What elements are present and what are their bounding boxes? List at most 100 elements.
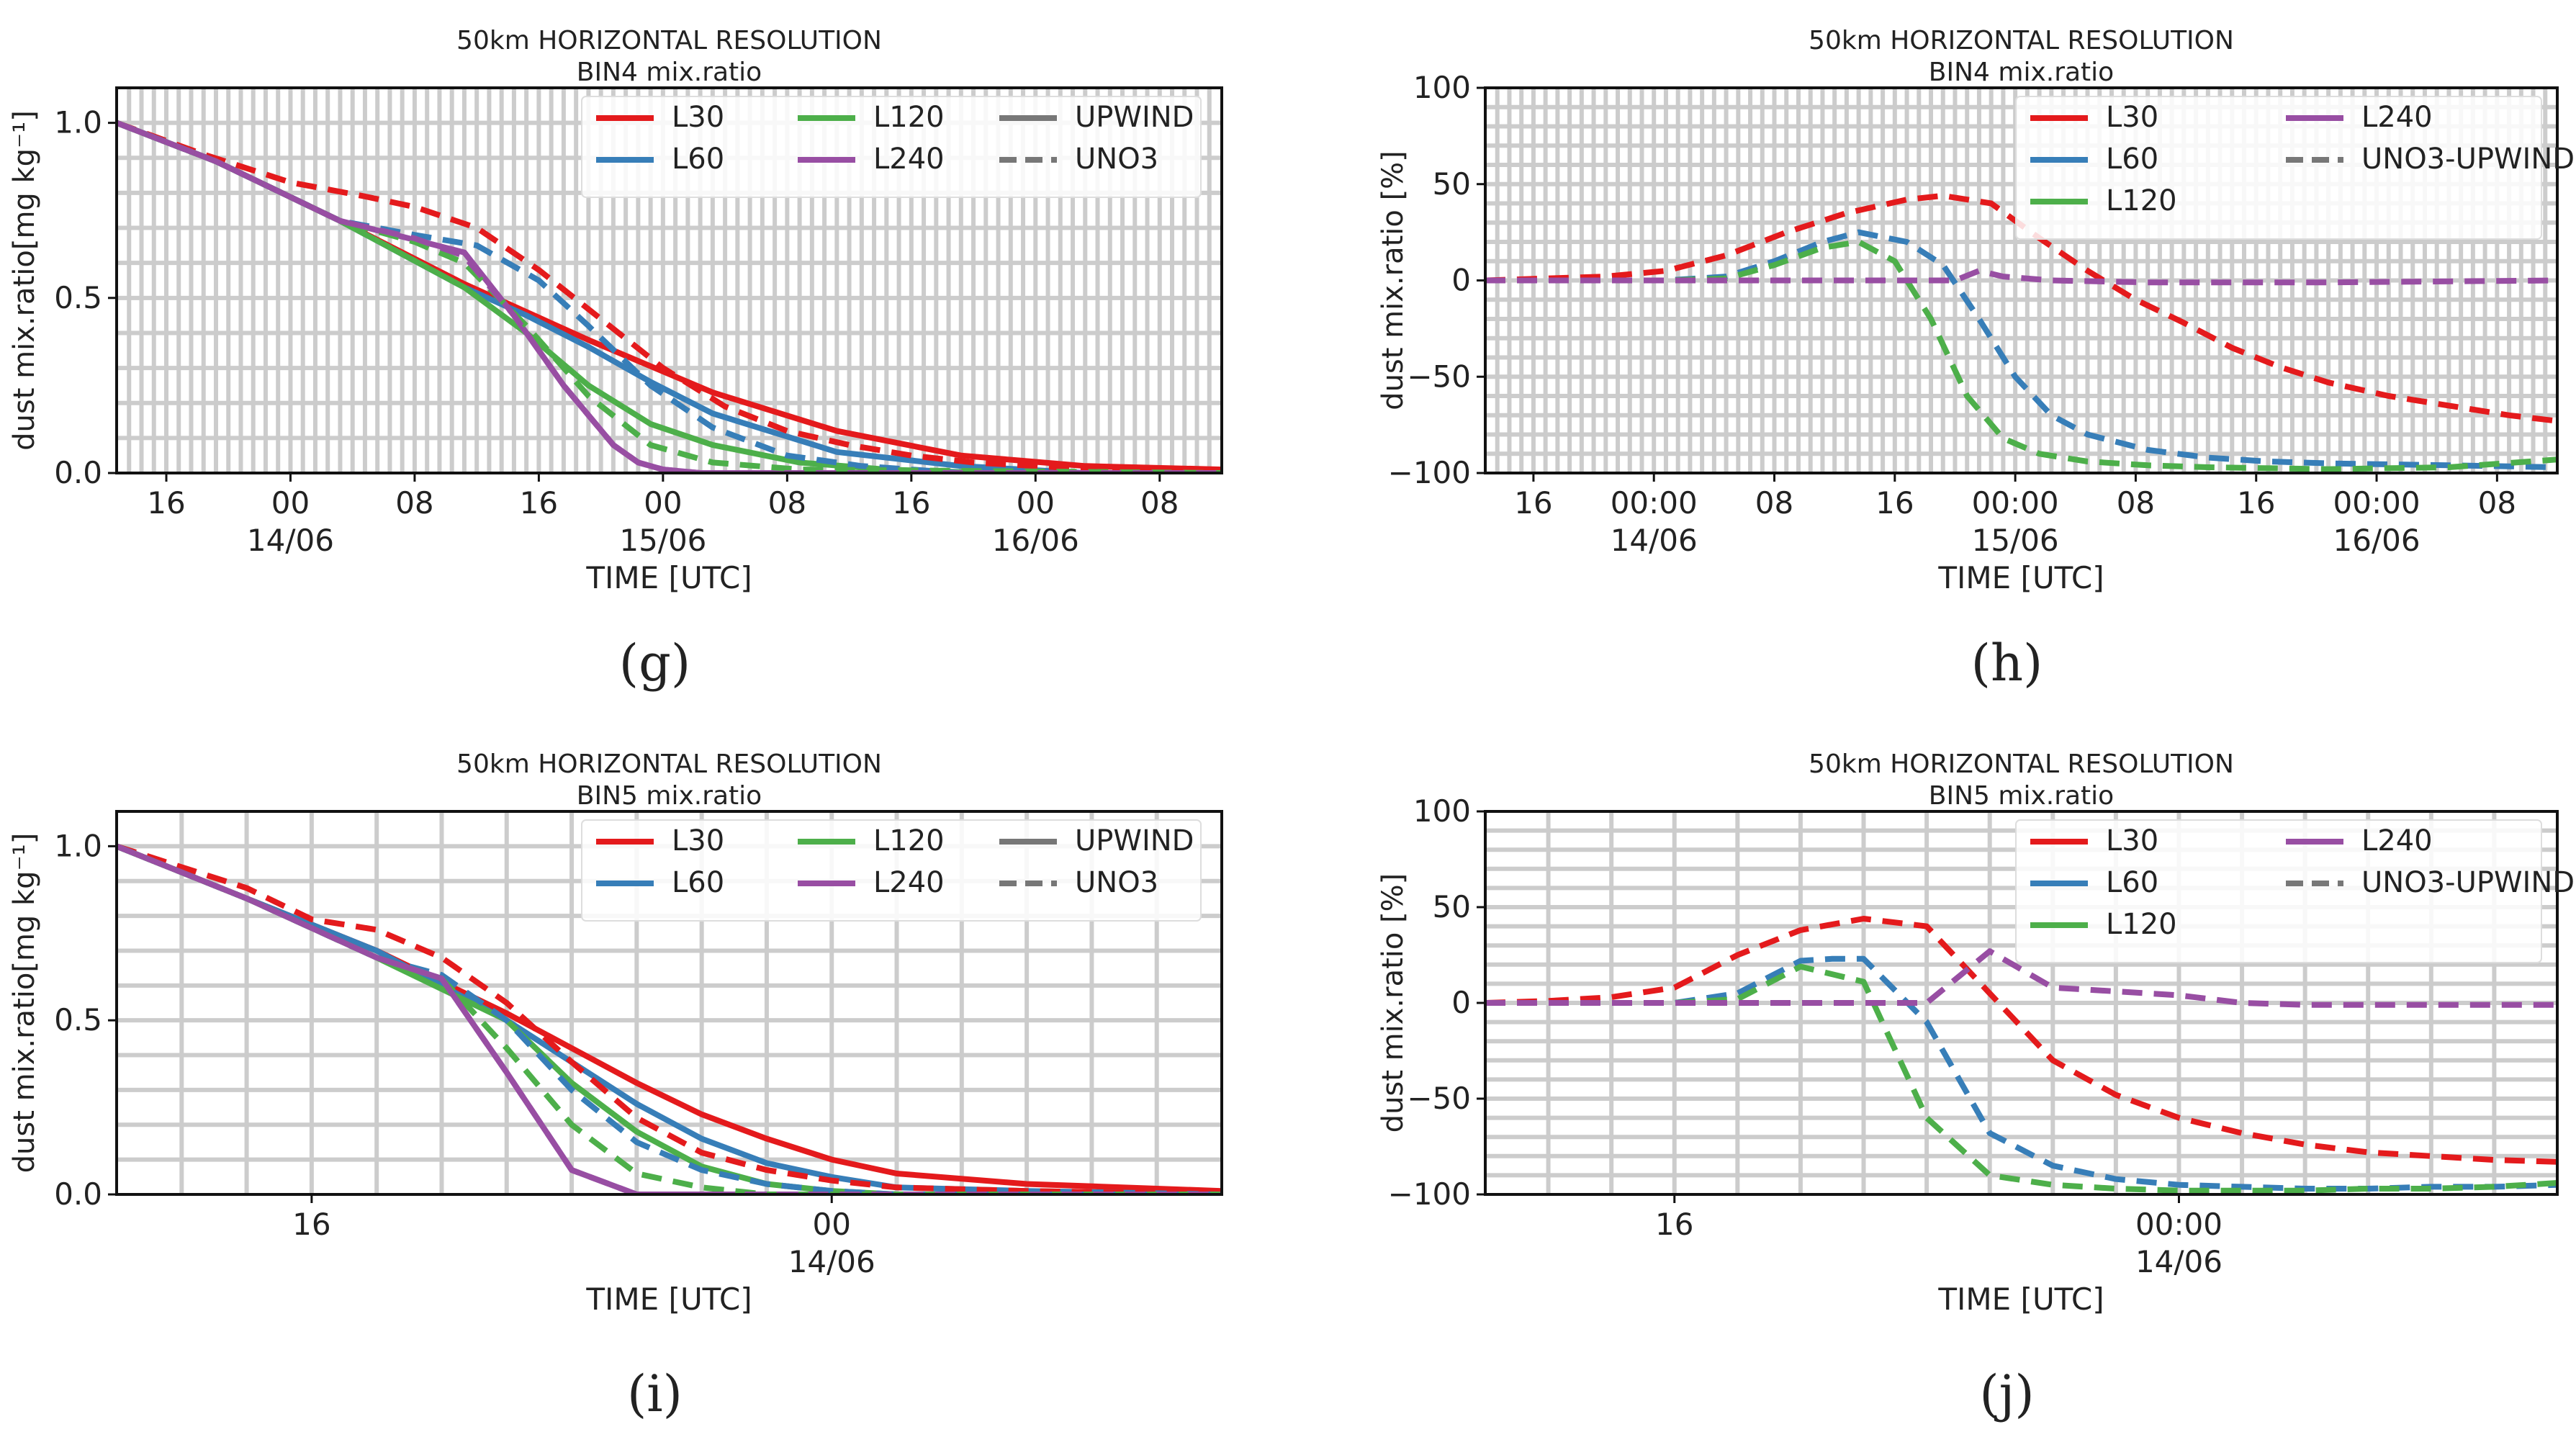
chart-subtitle: BIN5 mix.ratio: [577, 781, 762, 811]
legend-label: UNO3-UPWIND: [2361, 866, 2575, 899]
y-tick-label: −100: [1388, 455, 1471, 490]
series-group: [117, 120, 1222, 473]
legend-label: UNO3: [1075, 143, 1158, 176]
legend-label: L30: [2106, 101, 2158, 134]
x-tick-label: 08: [2117, 485, 2155, 521]
legend-label: UPWIND: [1075, 101, 1194, 134]
x-tick-date-label: 14/06: [788, 1244, 875, 1279]
plot-frame: [115, 86, 1223, 474]
chart-title: 50km HORIZONTAL RESOLUTION: [1809, 749, 2234, 779]
x-tick-label: 00:00: [2135, 1207, 2223, 1242]
x-tick-label: 08: [395, 485, 433, 521]
x-tick-label: 16: [1655, 1207, 1693, 1242]
series-line-l120-uno3-upwind: [1485, 963, 2557, 1194]
legend: L30 L60 L120 L240 UPWIND UNO3: [581, 96, 1202, 198]
y-tick-label: 1.0: [54, 105, 102, 140]
chart-title: 50km HORIZONTAL RESOLUTION: [1809, 26, 2234, 55]
legend: L30 L60 L120 L240 UNO3-UPWIND: [2015, 96, 2575, 240]
y-axis-label: dust mix.ratio [%]: [1377, 150, 1410, 410]
legend-box: [581, 819, 1202, 922]
y-tick-label: 1.0: [54, 828, 102, 863]
x-axis-label: TIME [UTC]: [1937, 560, 2104, 595]
x-tick-date-label: 16/06: [2333, 523, 2420, 558]
panel-letter: (h): [1971, 634, 2043, 693]
legend-label: L30: [2106, 824, 2158, 857]
series-group: [1485, 916, 2557, 1194]
x-tick-date-label: 14/06: [2135, 1244, 2223, 1279]
series-line-l60-uno3-upwind: [1485, 955, 2557, 1192]
series-line-l30-uno3: [117, 843, 1222, 1194]
x-axis-label: TIME [UTC]: [585, 560, 752, 595]
legend-box: [2015, 96, 2542, 240]
legend-label: UNO3: [1075, 866, 1158, 899]
legend: L30 L60 L120 L240 UPWIND UNO3: [581, 819, 1202, 922]
y-tick-label: 100: [1413, 793, 1471, 829]
y-tick-label: 0.5: [54, 1002, 102, 1037]
x-tick-label: 16: [892, 485, 930, 521]
legend-box: [2015, 819, 2542, 963]
series-line-l240-upwind: [117, 843, 1222, 1194]
x-tick-label: 16: [520, 485, 558, 521]
series-line-l240-uno3-upwind: [1485, 268, 2557, 286]
x-tick-label: 08: [2478, 485, 2516, 521]
x-tick-date-label: 14/06: [1611, 523, 1698, 558]
legend-label: L240: [873, 866, 945, 899]
x-tick-label: 08: [1755, 485, 1793, 521]
x-tick-date-label: 15/06: [1972, 523, 2059, 558]
plot-frame: [115, 810, 1223, 1196]
chart-subtitle: BIN4 mix.ratio: [1929, 58, 2114, 87]
y-tick-label: 0.5: [54, 280, 102, 315]
panel-letter: (i): [627, 1364, 683, 1423]
chart-subtitle: BIN4 mix.ratio: [577, 58, 762, 87]
y-tick-label: −50: [1407, 1081, 1471, 1116]
x-axis-label: TIME [UTC]: [1937, 1282, 2104, 1317]
chart-subtitle: BIN5 mix.ratio: [1929, 781, 2114, 811]
x-tick-date-label: 14/06: [247, 523, 334, 558]
legend-label: L60: [2106, 866, 2158, 899]
legend-label: L30: [672, 824, 724, 857]
legend-label: L240: [2361, 101, 2433, 134]
x-tick-label: 08: [768, 485, 806, 521]
legend: L30 L60 L120 L240 UNO3-UPWIND: [2015, 819, 2575, 963]
x-tick-label: 00: [644, 485, 682, 521]
series-line-l120-uno3-upwind: [1485, 239, 2557, 472]
y-tick-label: 50: [1433, 889, 1471, 924]
y-tick-label: 0.0: [54, 1176, 102, 1212]
x-tick-date-label: 16/06: [992, 523, 1079, 558]
series-line-l30-uno3: [117, 120, 1222, 473]
series-group: [117, 843, 1222, 1194]
legend-box: [581, 96, 1202, 198]
y-axis-label: dust mix.ratio [%]: [1377, 873, 1410, 1133]
y-tick-label: 50: [1433, 166, 1471, 202]
legend-label: L60: [672, 866, 724, 899]
legend-label: L120: [873, 101, 945, 134]
y-tick-label: −100: [1388, 1176, 1471, 1212]
y-tick-label: 0: [1451, 263, 1471, 298]
x-tick-label: 00:00: [1611, 485, 1698, 521]
legend-label: L120: [2106, 908, 2177, 941]
x-tick-label: 16: [147, 485, 185, 521]
series-line-l30-uno3-upwind: [1485, 916, 2557, 1165]
y-tick-label: 100: [1413, 70, 1471, 105]
x-tick-label: 00:00: [1972, 485, 2059, 521]
y-tick-label: 0.0: [54, 455, 102, 490]
x-tick-label: 16: [2237, 485, 2275, 521]
legend-label: L120: [873, 824, 945, 857]
y-tick-label: 0: [1451, 985, 1471, 1020]
chart-title: 50km HORIZONTAL RESOLUTION: [456, 749, 882, 779]
series-line-l240-uno3-upwind: [1485, 948, 2557, 1008]
chart-title: 50km HORIZONTAL RESOLUTION: [456, 26, 882, 55]
series-line-l60-uno3: [117, 120, 1222, 473]
legend-label: UPWIND: [1075, 824, 1194, 857]
y-tick-label: −50: [1407, 359, 1471, 394]
legend-label: UNO3-UPWIND: [2361, 143, 2575, 176]
y-axis-label: dust mix.ratio[mg kg⁻¹]: [8, 833, 41, 1174]
x-tick-label: 16: [292, 1207, 330, 1242]
y-axis-label: dust mix.ratio[mg kg⁻¹]: [8, 110, 41, 451]
x-axis-label: TIME [UTC]: [585, 1282, 752, 1317]
x-tick-date-label: 15/06: [619, 523, 706, 558]
x-tick-label: 00:00: [2333, 485, 2420, 521]
